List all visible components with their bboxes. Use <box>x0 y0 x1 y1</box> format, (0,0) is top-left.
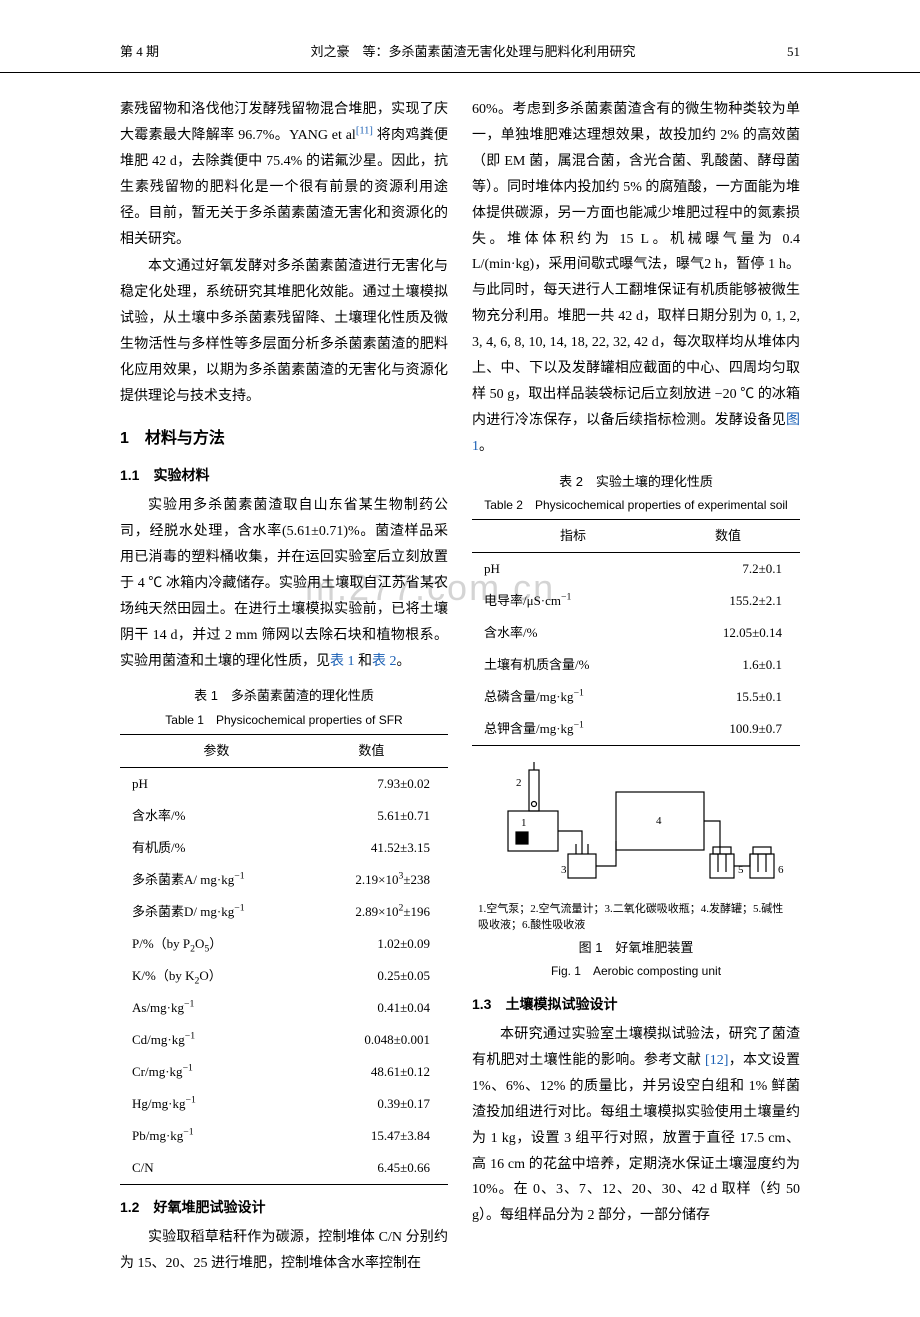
table-row: pH7.93±0.02 <box>120 767 448 800</box>
table-cell-value: 2.19×103±238 <box>307 864 448 896</box>
citation-12[interactable]: [12] <box>705 1053 728 1068</box>
table-row: 土壤有机质含量/%1.6±0.1 <box>472 649 800 681</box>
figure-1-title-cn: 图 1 好氧堆肥装置 <box>472 936 800 960</box>
table-cell-param: 含水率/% <box>472 617 668 649</box>
table-1-body: 参数 数值 pH7.93±0.02含水率/%5.61±0.71有机质/%41.5… <box>120 734 448 1186</box>
table-cell-value: 0.048±0.001 <box>307 1024 448 1056</box>
table-2-title-en: Table 2 Physicochemical properties of ex… <box>472 494 800 516</box>
table2-ref[interactable]: 表 2 <box>372 654 397 669</box>
running-title: 刘之豪 等：多杀菌素菌渣无害化处理与肥料化利用研究 <box>159 40 787 64</box>
table-cell-value: 100.9±0.7 <box>668 713 800 746</box>
table-cell-value: 0.41±0.04 <box>307 992 448 1024</box>
figure-1-diagram: 1 2 3 4 5 6 <box>472 756 800 891</box>
table-cell-param: pH <box>120 767 307 800</box>
table-2: 表 2 实验土壤的理化性质 Table 2 Physicochemical pr… <box>472 470 800 747</box>
table-cell-param: 有机质/% <box>120 832 307 864</box>
svg-text:2: 2 <box>516 777 522 789</box>
subsection-1-1: 1.1 实验材料 <box>120 463 448 489</box>
table-cell-param: 多杀菌素D/ mg·kg−1 <box>120 896 307 928</box>
table-cell-value: 12.05±0.14 <box>668 617 800 649</box>
table-cell-value: 6.45±0.66 <box>307 1152 448 1185</box>
issue-number: 第 4 期 <box>120 40 159 64</box>
table-row: P/%（by P2O5）1.02±0.09 <box>120 928 448 960</box>
table-1-head-param: 参数 <box>120 734 307 767</box>
table-cell-value: 15.5±0.1 <box>668 681 800 713</box>
table-cell-value: 41.52±3.15 <box>307 832 448 864</box>
svg-text:5: 5 <box>738 864 744 876</box>
table-row: 多杀菌素D/ mg·kg−12.89×102±196 <box>120 896 448 928</box>
table-cell-param: K/%（by K2O） <box>120 960 307 992</box>
table-row: 电导率/μS·cm−1155.2±2.1 <box>472 585 800 617</box>
section-1: 1 材料与方法 <box>120 424 448 454</box>
table-row: 有机质/%41.52±3.15 <box>120 832 448 864</box>
table-row: 多杀菌素A/ mg·kg−12.19×103±238 <box>120 864 448 896</box>
table-cell-param: 多杀菌素A/ mg·kg−1 <box>120 864 307 896</box>
table-cell-param: Cd/mg·kg−1 <box>120 1024 307 1056</box>
table-cell-param: Hg/mg·kg−1 <box>120 1088 307 1120</box>
table-row: Pb/mg·kg−115.47±3.84 <box>120 1120 448 1152</box>
table-cell-param: 电导率/μS·cm−1 <box>472 585 668 617</box>
table-2-head-value: 数值 <box>668 519 800 552</box>
paragraph-6: 本研究通过实验室土壤模拟试验法，研究了菌渣有机肥对土壤性能的影响。参考文献 [1… <box>472 1022 800 1229</box>
table-cell-value: 2.89×102±196 <box>307 896 448 928</box>
paragraph-5: 60%。考虑到多杀菌素菌渣含有的微生物种类较为单一，单独堆肥难达理想效果，故投加… <box>472 97 800 459</box>
paragraph-2: 本文通过好氧发酵对多杀菌素菌渣进行无害化与稳定化处理，系统研究其堆肥化效能。通过… <box>120 254 448 409</box>
table-row: Hg/mg·kg−10.39±0.17 <box>120 1088 448 1120</box>
table-row: 总磷含量/mg·kg−115.5±0.1 <box>472 681 800 713</box>
table-cell-param: Cr/mg·kg−1 <box>120 1056 307 1088</box>
table-2-head-param: 指标 <box>472 519 668 552</box>
svg-text:4: 4 <box>656 815 662 827</box>
table-cell-value: 1.02±0.09 <box>307 928 448 960</box>
table-row: K/%（by K2O）0.25±0.05 <box>120 960 448 992</box>
figure-1-note: 1.空气泵；2.空气流量计；3.二氧化碳吸收瓶；4.发酵罐；5.碱性吸收液；6.… <box>472 901 800 934</box>
table-row: 含水率/%5.61±0.71 <box>120 800 448 832</box>
table-cell-value: 48.61±0.12 <box>307 1056 448 1088</box>
table-1-title-en: Table 1 Physicochemical properties of SF… <box>120 709 448 731</box>
page-header: 第 4 期 刘之豪 等：多杀菌素菌渣无害化处理与肥料化利用研究 51 <box>0 40 920 73</box>
table-cell-value: 7.2±0.1 <box>668 552 800 585</box>
paragraph-3: 实验用多杀菌素菌渣取自山东省某生物制药公司，经脱水处理，含水率(5.61±0.7… <box>120 493 448 674</box>
table-cell-value: 7.93±0.02 <box>307 767 448 800</box>
paragraph-1: 素残留物和洛伐他汀发酵残留物混合堆肥，实现了庆大霉素最大降解率 96.7%。YA… <box>120 97 448 252</box>
subsection-1-2: 1.2 好氧堆肥试验设计 <box>120 1195 448 1221</box>
table-cell-param: C/N <box>120 1152 307 1185</box>
table-row: 总钾含量/mg·kg−1100.9±0.7 <box>472 713 800 746</box>
table-2-body: 指标 数值 pH7.2±0.1电导率/μS·cm−1155.2±2.1含水率/%… <box>472 519 800 746</box>
table-cell-value: 1.6±0.1 <box>668 649 800 681</box>
table-cell-param: 总磷含量/mg·kg−1 <box>472 681 668 713</box>
table-cell-value: 0.25±0.05 <box>307 960 448 992</box>
table-1: 表 1 多杀菌素菌渣的理化性质 Table 1 Physicochemical … <box>120 684 448 1185</box>
table-cell-param: 土壤有机质含量/% <box>472 649 668 681</box>
figure-1: 1 2 3 4 5 6 1.空气泵；2.空气流量计；3.二氧化碳吸收瓶；4.发酵… <box>472 756 800 982</box>
table-cell-param: As/mg·kg−1 <box>120 992 307 1024</box>
citation-11[interactable]: [11] <box>356 125 373 136</box>
figure-1-title-en: Fig. 1 Aerobic composting unit <box>472 960 800 982</box>
subsection-1-3: 1.3 土壤模拟试验设计 <box>472 992 800 1018</box>
table-1-head-value: 数值 <box>307 734 448 767</box>
table-row: As/mg·kg−10.41±0.04 <box>120 992 448 1024</box>
table-cell-param: P/%（by P2O5） <box>120 928 307 960</box>
table-cell-param: 含水率/% <box>120 800 307 832</box>
table-row: pH7.2±0.1 <box>472 552 800 585</box>
table-1-title-cn: 表 1 多杀菌素菌渣的理化性质 <box>120 684 448 708</box>
table-cell-value: 0.39±0.17 <box>307 1088 448 1120</box>
table-2-title-cn: 表 2 实验土壤的理化性质 <box>472 470 800 494</box>
table-row: C/N6.45±0.66 <box>120 1152 448 1185</box>
svg-text:1: 1 <box>521 817 527 829</box>
svg-text:3: 3 <box>561 864 567 876</box>
table1-ref[interactable]: 表 1 <box>330 654 355 669</box>
table-row: 含水率/%12.05±0.14 <box>472 617 800 649</box>
table-cell-value: 155.2±2.1 <box>668 585 800 617</box>
table-row: Cd/mg·kg−10.048±0.001 <box>120 1024 448 1056</box>
paragraph-4: 实验取稻草秸秆作为碳源，控制堆体 C/N 分别约为 15、20、25 进行堆肥，… <box>120 1225 448 1277</box>
table-row: Cr/mg·kg−148.61±0.12 <box>120 1056 448 1088</box>
svg-text:6: 6 <box>778 864 784 876</box>
table-cell-value: 15.47±3.84 <box>307 1120 448 1152</box>
table-cell-param: 总钾含量/mg·kg−1 <box>472 713 668 746</box>
table-cell-value: 5.61±0.71 <box>307 800 448 832</box>
page-number: 51 <box>787 40 800 64</box>
table-cell-param: pH <box>472 552 668 585</box>
content-columns: 素残留物和洛伐他汀发酵残留物混合堆肥，实现了庆大霉素最大降解率 96.7%。YA… <box>0 97 920 1277</box>
table-cell-param: Pb/mg·kg−1 <box>120 1120 307 1152</box>
